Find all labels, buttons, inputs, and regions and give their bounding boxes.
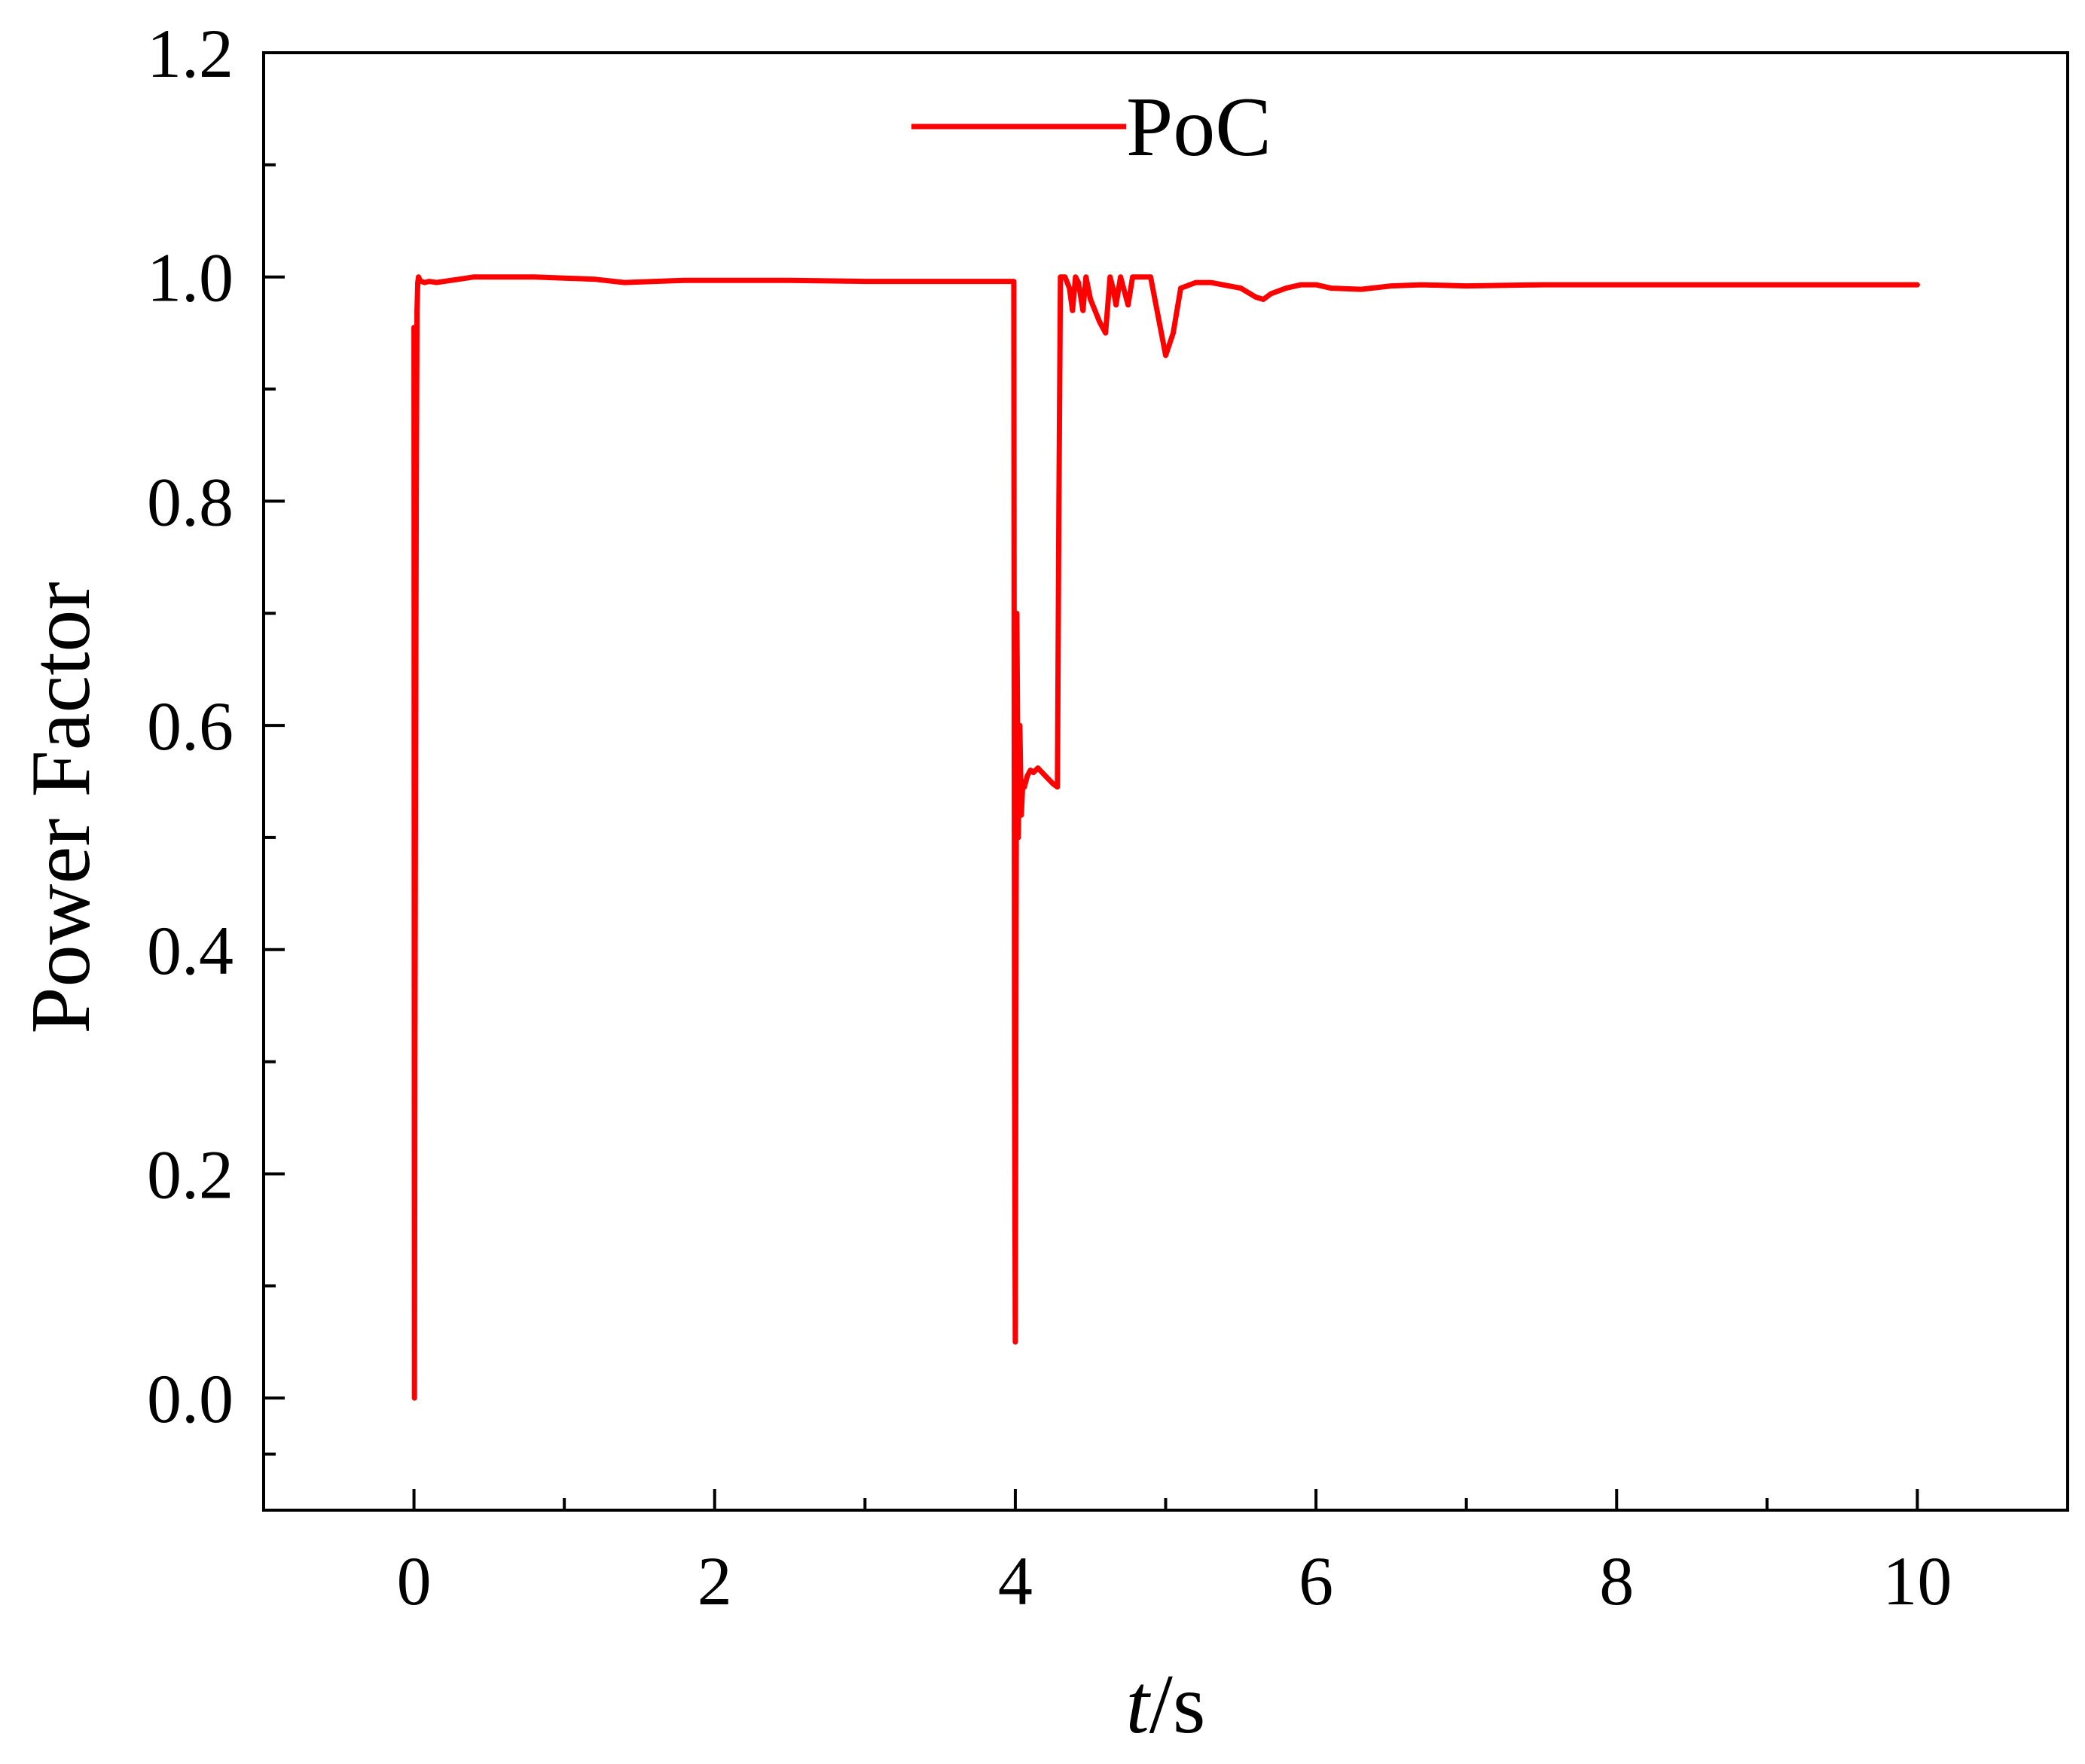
y-tick-label: 0.4 bbox=[147, 912, 234, 989]
legend-label-poc: PoC bbox=[1126, 81, 1271, 174]
x-tick-label: 2 bbox=[698, 1543, 732, 1619]
x-tick-label: 6 bbox=[1299, 1543, 1333, 1619]
legend: PoC bbox=[911, 81, 1271, 174]
x-axis-label-variable: t bbox=[1126, 1658, 1152, 1751]
x-axis-label-unit: /s bbox=[1149, 1658, 1206, 1751]
plot-layer bbox=[411, 274, 1920, 1401]
y-tick-label: 1.0 bbox=[147, 240, 234, 316]
plot-frame bbox=[262, 51, 2069, 1512]
x-tick-label: 0 bbox=[397, 1543, 432, 1619]
x-tick-label: 8 bbox=[1599, 1543, 1634, 1619]
axes-layer: 0 2 4 6 8 10 0.0 0.2 0.4 0.6 0.8 1.0 1.2 bbox=[147, 15, 2069, 1619]
series-line-poc bbox=[411, 274, 1920, 1401]
x-tick-label: 10 bbox=[1882, 1543, 1952, 1619]
y-tick-label: 0.8 bbox=[147, 463, 234, 540]
y-tick-label: 1.2 bbox=[147, 15, 234, 92]
x-axis-label: t/s bbox=[1126, 1658, 1206, 1751]
x-tick-label: 4 bbox=[998, 1543, 1033, 1619]
y-tick-label: 0.0 bbox=[147, 1360, 234, 1437]
y-axis-label: Power Factor bbox=[14, 581, 108, 1033]
y-tick-label: 0.2 bbox=[147, 1136, 234, 1213]
y-tick-label: 0.6 bbox=[147, 688, 234, 765]
